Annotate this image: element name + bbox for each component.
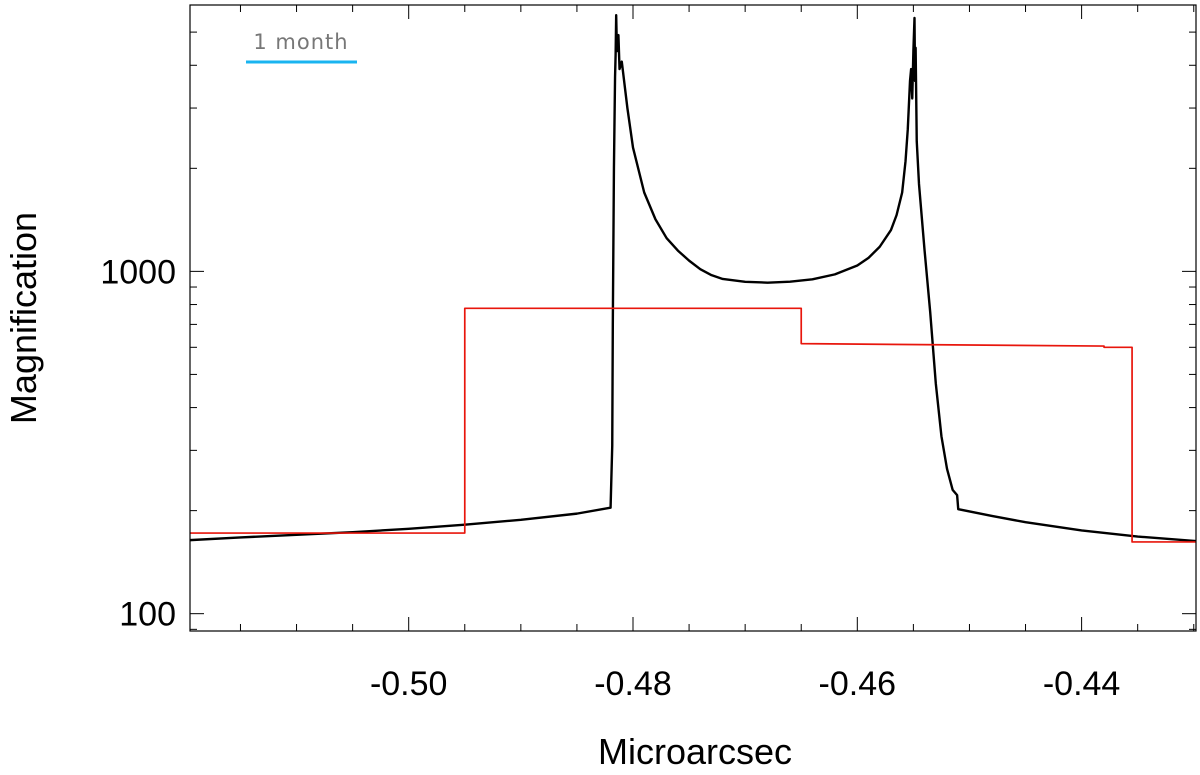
x-tick-label: -0.46 [819, 665, 897, 703]
x-tick-label: -0.50 [370, 665, 448, 703]
plot-frame [189, 4, 1197, 632]
y-tick-label: 100 [119, 596, 176, 634]
labels-layer: -0.50 -0.48 -0.46 -0.44 100 1000 [100, 253, 1120, 703]
scale-bar-label: 1 month [253, 30, 348, 54]
x-axis-title: Microarcsec [598, 731, 792, 772]
y-axis-title: Magnification [3, 212, 44, 424]
scale-bar: 1 month [246, 30, 357, 64]
ticks-layer [190, 4, 1196, 631]
y-tick-label: 1000 [100, 253, 176, 291]
series-layer [190, 14, 1196, 543]
x-tick-label: -0.44 [1043, 665, 1121, 703]
series-line-black [190, 14, 1196, 543]
series-line-red [190, 307, 1196, 543]
x-tick-label: -0.48 [594, 665, 672, 703]
